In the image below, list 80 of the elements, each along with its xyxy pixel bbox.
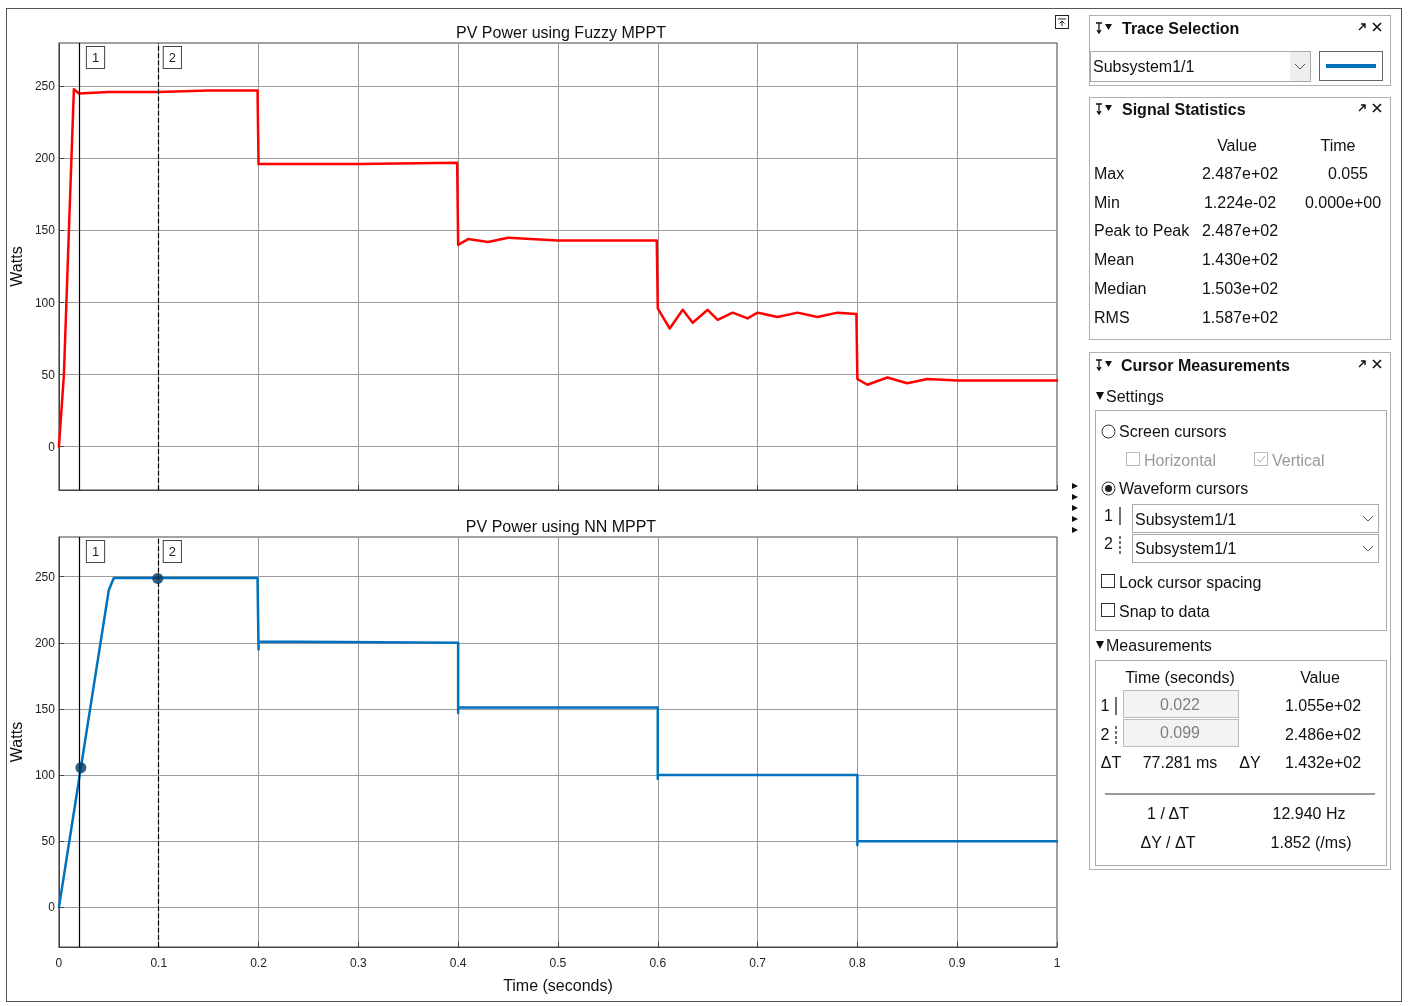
text: 1.852 (/ms)	[1270, 834, 1352, 851]
x-tick-label: 0.4	[449, 956, 467, 970]
y-tick-label: 0	[48, 439, 56, 454]
y-tick-label: 0	[48, 900, 56, 915]
text: Min	[1094, 194, 1120, 211]
y-tick-label: 100	[34, 295, 56, 310]
text: 2.486e+02	[1284, 726, 1362, 743]
text: Cursor Measurements	[1121, 357, 1290, 374]
text: Subsystem1/1	[1093, 58, 1195, 75]
x-tick-label: 1	[1053, 956, 1061, 970]
text: 12.940 Hz	[1272, 805, 1346, 822]
text: 1	[1100, 697, 1110, 714]
text: Measurements	[1106, 637, 1212, 654]
y-tick-label: 50	[41, 834, 56, 849]
text: Max	[1094, 165, 1125, 182]
text: Value	[1217, 137, 1257, 154]
line-series	[57, 87, 1059, 448]
y-tick-label: 150	[34, 223, 56, 238]
text: 2	[1104, 535, 1113, 552]
text: 1 / ΔT	[1147, 805, 1189, 822]
text: 77.281 ms	[1142, 754, 1218, 771]
text: Median	[1094, 280, 1147, 297]
text: 2.487e+02	[1201, 165, 1279, 182]
text: 0.055	[1327, 165, 1369, 182]
y-tick-label: 150	[34, 701, 56, 716]
text: Horizontal	[1144, 452, 1217, 469]
annotation: 2	[168, 544, 176, 559]
text: ΔY	[1239, 754, 1261, 771]
text: Mean	[1094, 251, 1135, 268]
text: Time (seconds)	[1125, 669, 1235, 686]
text: Time	[1320, 137, 1356, 154]
text: 1.224e-02	[1203, 194, 1277, 211]
text: Vertical	[1272, 452, 1325, 469]
text: 0.099	[1159, 724, 1201, 741]
text: 0.000e+00	[1304, 194, 1382, 211]
x-tick-label: 0.3	[350, 956, 368, 970]
x-tick-label: 0.1	[150, 956, 168, 970]
annotation: 1	[91, 544, 100, 559]
y-tick-label: 200	[34, 151, 56, 166]
text: Signal Statistics	[1122, 101, 1246, 118]
text: 2.487e+02	[1201, 222, 1279, 239]
text: Trace Selection	[1122, 20, 1240, 37]
x-tick-label: 0.2	[250, 956, 268, 970]
y-tick-label: 250	[34, 79, 56, 94]
text: 0.022	[1159, 696, 1201, 713]
y-tick-label: 100	[34, 768, 56, 783]
x-tick-label: 0.5	[549, 956, 567, 970]
text: Subsystem1/1	[1135, 511, 1237, 528]
text: 1.503e+02	[1201, 280, 1279, 297]
text: RMS	[1094, 309, 1130, 326]
text: Settings	[1106, 388, 1164, 405]
x-axis-title: Time (seconds)	[503, 976, 613, 994]
text: 1	[1104, 507, 1113, 524]
annotation: 1	[91, 50, 100, 65]
y-tick-label: 50	[41, 367, 56, 382]
y-axis-title: Watts	[7, 721, 25, 763]
chart-title: PV Power using Fuzzy MPPT	[456, 23, 667, 41]
text: ΔY / ΔT	[1140, 834, 1196, 851]
text: Value	[1300, 669, 1340, 686]
x-tick-label: 0.9	[948, 956, 966, 970]
text: Lock cursor spacing	[1119, 574, 1262, 591]
text: 1.430e+02	[1201, 251, 1279, 268]
text: Screen cursors	[1119, 423, 1227, 440]
chart-title: PV Power using NN MPPT	[465, 517, 657, 535]
text: Peak to Peak	[1094, 222, 1190, 239]
annotation: 2	[168, 50, 176, 65]
y-tick-label: 200	[34, 635, 56, 650]
x-tick-label: 0.7	[749, 956, 767, 970]
text: 2	[1100, 726, 1110, 743]
text: Snap to data	[1119, 603, 1210, 620]
text: 1.055e+02	[1284, 697, 1362, 714]
text: 1.587e+02	[1201, 309, 1279, 326]
y-tick-label: 250	[34, 569, 56, 584]
y-axis-title: Watts	[7, 246, 25, 287]
text: Waveform cursors	[1119, 480, 1249, 497]
text: 1.432e+02	[1284, 754, 1362, 771]
x-tick-label: 0.6	[649, 956, 667, 970]
text: Subsystem1/1	[1135, 540, 1237, 557]
x-tick-label: 0.8	[849, 956, 867, 970]
text: ΔT	[1100, 754, 1122, 771]
